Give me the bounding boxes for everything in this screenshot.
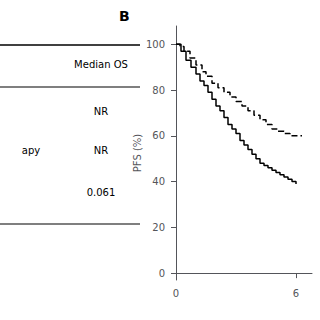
svg-text:apy: apy: [22, 145, 40, 156]
svg-text:60: 60: [152, 130, 165, 141]
svg-text:40: 40: [152, 176, 165, 187]
svg-text:0: 0: [173, 288, 179, 299]
svg-text:6: 6: [293, 288, 299, 299]
svg-text:100: 100: [146, 39, 165, 50]
svg-text:0: 0: [159, 268, 165, 279]
svg-text:20: 20: [152, 222, 165, 233]
svg-text:Median OS: Median OS: [74, 59, 128, 70]
svg-text:NR: NR: [94, 106, 108, 117]
svg-text:B: B: [119, 8, 130, 24]
svg-text:0.061: 0.061: [87, 187, 116, 198]
svg-text:80: 80: [152, 85, 165, 96]
svg-text:NR: NR: [94, 145, 108, 156]
svg-text:PFS (%): PFS (%): [132, 134, 143, 173]
